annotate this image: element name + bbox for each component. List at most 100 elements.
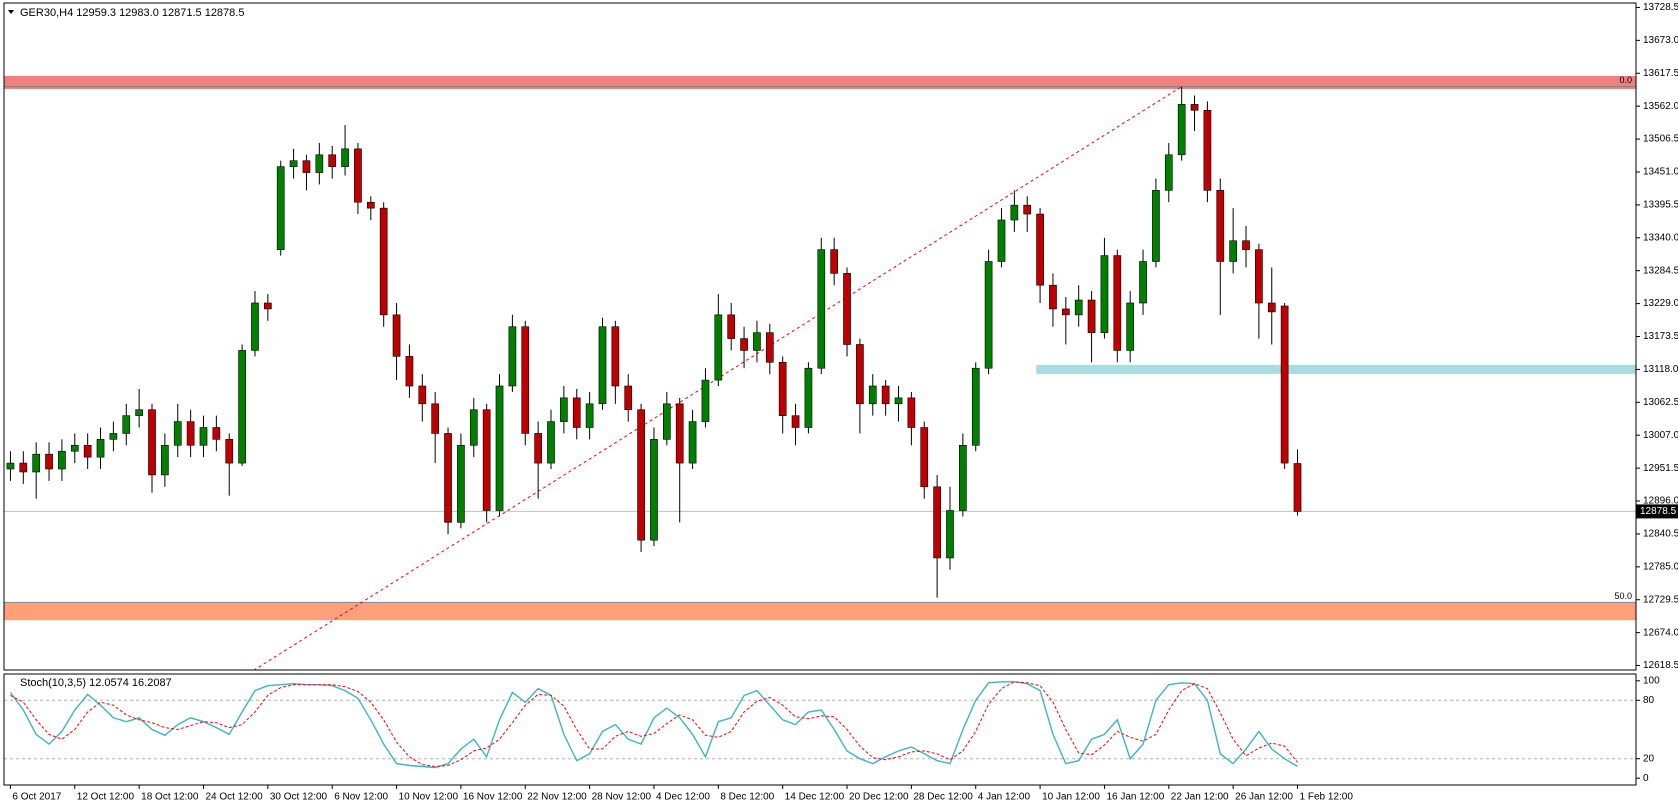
candle-body — [161, 444, 169, 476]
candle-body — [1255, 249, 1263, 304]
x-tick-label: 16 Nov 12:00 — [463, 792, 523, 803]
candle-body — [418, 385, 427, 405]
candle-body — [6, 462, 15, 470]
candle-body — [984, 261, 993, 369]
candle-body — [637, 409, 645, 541]
candle-body — [830, 249, 838, 274]
candle-body — [1087, 299, 1096, 333]
candle-body — [469, 409, 478, 446]
candle-body — [212, 427, 221, 440]
x-tick-label: 22 Nov 12:00 — [527, 792, 587, 803]
plot-area — [4, 75, 1636, 670]
y-tick-label: 100 — [1643, 675, 1660, 686]
candle-body — [868, 385, 877, 405]
candle-body — [482, 409, 491, 511]
candle-body — [843, 273, 851, 345]
candle-body — [1113, 255, 1122, 351]
candle-body — [199, 427, 208, 446]
candle-body — [276, 166, 285, 250]
candle-body — [765, 332, 774, 363]
price-panel: 0.0 50.0 13728.5 13673.0 13617.5 13562.0 13506… — [3, 2, 1678, 671]
x-tick-label: 28 Dec 12:00 — [913, 792, 973, 803]
candle-body — [946, 510, 954, 559]
candle-body — [662, 403, 671, 440]
candle-body — [186, 421, 195, 446]
candle-body — [701, 379, 710, 422]
x-tick-label: 1 Feb 12:00 — [1300, 792, 1354, 803]
y-tick-label: 12618.5 — [1643, 660, 1678, 671]
candle-body — [971, 367, 980, 446]
candle-body — [45, 453, 53, 470]
y-tick-label: 13284.5 — [1643, 265, 1678, 276]
candle-body — [521, 326, 530, 434]
candle-body — [302, 160, 311, 173]
candle-body — [920, 427, 929, 488]
candle-body — [431, 403, 440, 434]
zone — [4, 75, 1636, 89]
stoch-line — [10, 681, 1298, 768]
x-tick-label: 4 Dec 12:00 — [656, 792, 710, 803]
candle-body — [560, 397, 568, 422]
candle-body — [791, 415, 800, 428]
candle-body — [611, 326, 620, 387]
candle-body — [1061, 308, 1070, 316]
candle-body — [173, 421, 182, 446]
x-tick-label: 24 Oct 12:00 — [205, 792, 263, 803]
x-tick-label: 30 Oct 12:00 — [270, 792, 328, 803]
candle-body — [1036, 213, 1044, 286]
x-tick-label: 22 Jan 12:00 — [1171, 792, 1229, 803]
stoch-title: Stoch(10,3,5) 12.0574 16.2087 — [20, 677, 172, 689]
candle-body — [817, 249, 826, 369]
y-tick-label: 13340.0 — [1643, 232, 1678, 243]
x-tick-label: 18 Oct 12:00 — [141, 792, 199, 803]
y-tick-label: 80 — [1643, 695, 1655, 706]
candle-body — [495, 385, 504, 511]
candle-body — [238, 350, 246, 464]
candle-body — [1049, 284, 1057, 310]
last-price-label: 12878.5 — [1640, 506, 1677, 517]
candle-body — [83, 444, 92, 458]
y-tick-label: 12785.0 — [1643, 561, 1678, 572]
x-tick-label: 10 Nov 12:00 — [399, 792, 459, 803]
candle-body — [598, 326, 607, 405]
y-tick-label: 13229.0 — [1643, 298, 1678, 309]
candle-body — [109, 433, 118, 440]
candle-body — [856, 344, 864, 405]
candle-body — [1074, 299, 1083, 316]
zone — [4, 603, 1636, 621]
candle-body — [778, 361, 787, 416]
candle-body — [959, 444, 967, 511]
candle-body — [315, 154, 324, 173]
candle-body — [96, 439, 105, 458]
candle-body — [1242, 240, 1250, 250]
y-tick-label: 13451.0 — [1643, 167, 1678, 178]
y-tick-label: 12896.0 — [1643, 496, 1678, 507]
candle-body — [1152, 190, 1160, 262]
candle-body — [32, 453, 41, 473]
candle-body — [225, 439, 234, 464]
candle-body — [804, 367, 813, 428]
candle-body — [1190, 104, 1199, 111]
candle-body — [997, 219, 1006, 262]
candle-body — [289, 160, 298, 167]
candle-body — [1010, 204, 1019, 221]
fib-label: 50.0 — [1614, 591, 1632, 601]
x-tick-label: 8 Dec 12:00 — [720, 792, 774, 803]
y-tick-label: 13562.0 — [1643, 101, 1678, 112]
candle-body — [70, 444, 79, 452]
candle-body — [1280, 305, 1289, 464]
candle-body — [1177, 104, 1186, 156]
y-tick-label: 0 — [1643, 773, 1649, 784]
x-tick-label: 20 Dec 12:00 — [849, 792, 909, 803]
last-price-box — [1636, 504, 1678, 519]
candle-body — [650, 439, 658, 541]
x-tick-label: 28 Nov 12:00 — [592, 792, 652, 803]
x-tick-label: 14 Dec 12:00 — [785, 792, 845, 803]
panel-border — [3, 2, 1637, 671]
candle-body — [1216, 190, 1225, 262]
candle-body — [264, 302, 272, 310]
candle-body — [1229, 240, 1237, 262]
y-tick-label: 13506.5 — [1643, 134, 1678, 145]
